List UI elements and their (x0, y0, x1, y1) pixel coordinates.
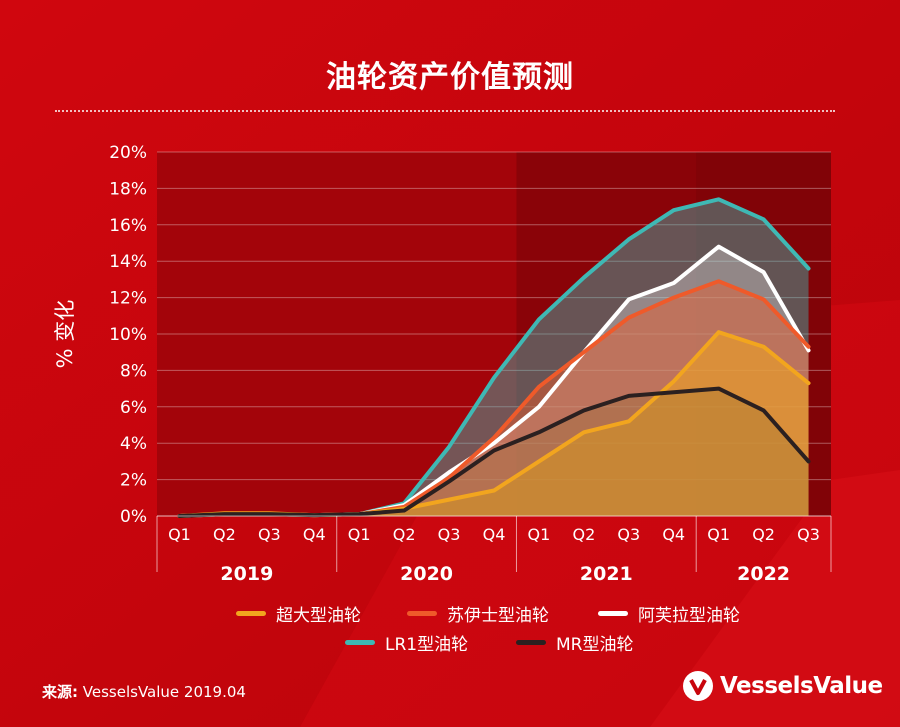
y-tick-label: 20% (109, 143, 147, 163)
legend-label: 超大型油轮 (276, 606, 361, 626)
x-tick-label: Q3 (438, 525, 461, 544)
legend-item: MR型油轮 (516, 630, 633, 655)
series-area (161, 332, 809, 516)
legend-item: LR1型油轮 (345, 630, 468, 655)
x-tick-label: Q3 (797, 525, 820, 544)
y-tick-label: 6% (120, 398, 147, 418)
year-label: 2020 (400, 563, 453, 585)
legend-item: 阿芙拉型油轮 (598, 601, 740, 626)
x-tick-label: Q4 (662, 525, 685, 544)
x-tick-label: Q2 (393, 525, 416, 544)
x-tick-label: Q2 (752, 525, 775, 544)
x-tick-label: Q1 (707, 525, 730, 544)
year-label: 2019 (220, 563, 273, 585)
legend-swatch (598, 611, 628, 616)
legend-item: 苏伊士型油轮 (407, 601, 549, 626)
legend-label: MR型油轮 (556, 635, 634, 655)
x-tick-label: Q4 (483, 525, 506, 544)
y-tick-label: 10% (109, 325, 147, 345)
x-tick-label: Q1 (168, 525, 191, 544)
y-tick-label: 8% (120, 361, 147, 381)
legend-label: 阿芙拉型油轮 (638, 606, 740, 626)
year-label: 2022 (737, 563, 790, 585)
y-tick-label: 14% (109, 252, 147, 272)
vesselsvalue-logo-icon (683, 671, 713, 701)
legend-swatch (407, 611, 437, 616)
source-text: VesselsValue 2019.04 (82, 683, 246, 701)
y-tick-label: 4% (120, 434, 147, 454)
y-tick-label: 16% (109, 216, 147, 236)
legend-swatch (345, 640, 375, 645)
y-tick-label: 12% (109, 289, 147, 309)
legend-swatch (516, 640, 546, 645)
chart-title: 油轮资产价值预测 (326, 60, 574, 95)
brand-logo: VesselsValue (682, 670, 883, 702)
y-tick-label: 18% (109, 179, 147, 199)
x-tick-label: Q2 (213, 525, 236, 544)
x-tick-label: Q1 (528, 525, 551, 544)
x-tick-label: Q4 (303, 525, 326, 544)
legend-label: LR1型油轮 (385, 635, 469, 655)
y-tick-label: 0% (120, 507, 147, 527)
x-tick-label: Q2 (572, 525, 595, 544)
x-tick-label: Q3 (617, 525, 640, 544)
y-tick-label: 2% (120, 471, 147, 491)
legend-label: 苏伊士型油轮 (447, 606, 549, 626)
legend-item: 超大型油轮 (236, 601, 361, 626)
legend-swatch (236, 611, 266, 616)
year-label: 2021 (580, 563, 633, 585)
title-divider (55, 110, 835, 112)
x-tick-label: Q1 (348, 525, 371, 544)
source-label: 来源: (42, 683, 78, 701)
brand-name: VesselsValue (720, 673, 883, 699)
series-line (177, 386, 811, 518)
x-tick-label: Q3 (258, 525, 281, 544)
source-note: 来源: VesselsValue 2019.04 (42, 681, 246, 702)
y-axis-label: % 变化 (53, 300, 77, 369)
series-area (161, 388, 809, 516)
